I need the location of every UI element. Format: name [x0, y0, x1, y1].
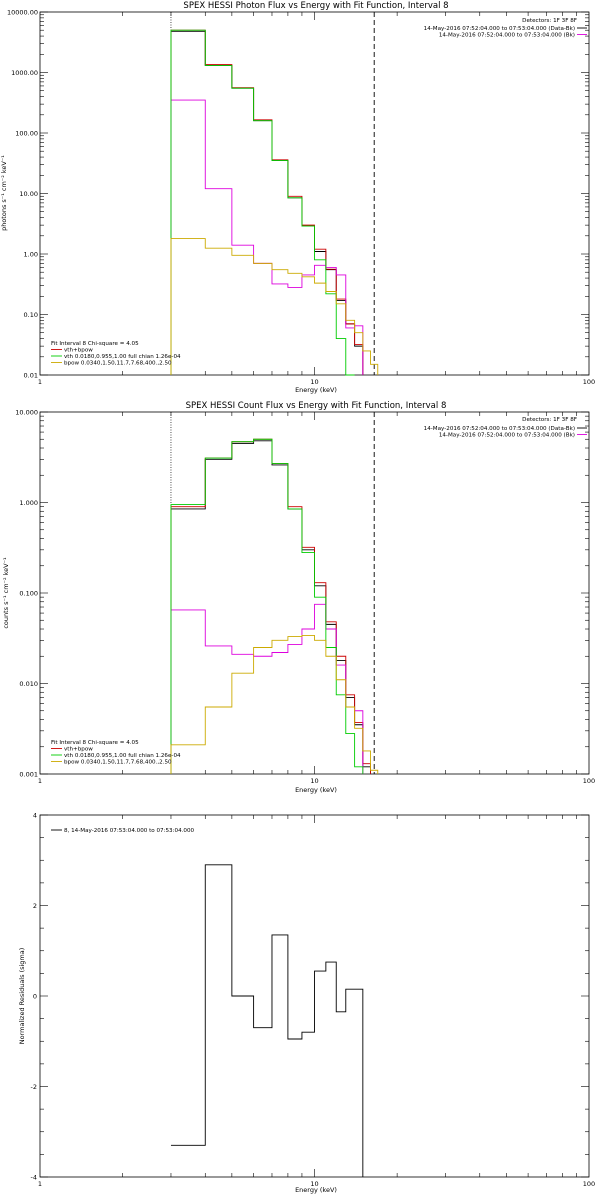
legend-right-entry: 14-May-2016 07:52:04.000 to 07:53:04.000… [439, 33, 575, 39]
y-tick-label: 0.10 [24, 311, 38, 319]
photon-flux-panel: SPEX HESSI Photon Flux vs Energy with Fi… [0, 1, 595, 394]
y-tick-label: 2 [33, 902, 37, 910]
y-tick-label: 1.00 [24, 251, 38, 259]
y-tick-label: 0 [33, 993, 37, 1001]
x-tick-label: 1 [38, 1180, 42, 1188]
series-bk-line [170, 99, 364, 375]
photon-title: SPEX HESSI Photon Flux vs Energy with Fi… [183, 1, 448, 11]
legend-left-entry: bpow 0.0340,1.50,11.7,7.68,400.,2.50 [64, 760, 172, 766]
y-tick-label: 10.000 [15, 409, 38, 417]
count-ylabel: counts s⁻¹ cm⁻² keV⁻¹ [2, 557, 10, 629]
legend-right-entry: 14-May-2016 07:52:04.000 to 07:53:04.000… [424, 426, 575, 432]
legend-left-entry: Fit Interval 8 Chi-square = 4.05 [51, 341, 139, 347]
photon-series [170, 12, 379, 376]
x-tick-label: 10 [310, 777, 318, 785]
x-tick-label: 100 [583, 1180, 595, 1188]
count-legend-left: Fit Interval 8 Chi-square = 4.05vth+bpow… [51, 740, 181, 766]
legend-right-entry: 14-May-2016 07:52:04.000 to 07:53:04.000… [424, 26, 575, 32]
y-tick-label: 4 [33, 812, 37, 820]
count-flux-panel: SPEX HESSI Count Flux vs Energy with Fit… [2, 401, 595, 794]
series-data-line [170, 864, 364, 1177]
count-series [170, 412, 379, 774]
photon-ylabel: photons s⁻¹ cm⁻² keV⁻¹ [0, 155, 8, 231]
y-tick-label: -4 [31, 1174, 37, 1182]
count-legend-right: 14-May-2016 07:52:04.000 to 07:53:04.000… [424, 426, 587, 439]
residuals-ticks: 1 10 100 -4 -2 0 2 4 [31, 812, 596, 1189]
residuals-series [170, 864, 364, 1177]
photon-xlabel: Energy (keV) [295, 386, 337, 394]
y-tick-label: 0.010 [19, 680, 38, 688]
series-vth-line [170, 29, 355, 376]
legend-left-entry: bpow 0.0340,1.50,11.7,7.68,400.,2.50 [64, 361, 172, 367]
y-tick-label: 0.01 [24, 372, 38, 380]
x-tick-label: 1 [38, 777, 42, 785]
legend-left-entry: Fit Interval 8 Chi-square = 4.05 [51, 740, 139, 746]
x-tick-label: 10 [310, 1180, 318, 1188]
y-tick-label: -2 [31, 1083, 37, 1091]
series-data-line [170, 440, 371, 774]
residuals-ylabel: Normalized Residuals (sigma) [18, 948, 26, 1045]
residuals-xlabel: Energy (keV) [295, 1186, 337, 1194]
y-tick-label: 1.000 [19, 499, 38, 507]
y-tick-label: 100.00 [15, 130, 38, 138]
photon-plot-frame [39, 11, 590, 376]
y-tick-label: 10000.00 [7, 9, 38, 17]
y-tick-label: 0.100 [19, 590, 38, 598]
series-bpow-line [170, 238, 379, 375]
residuals-panel: 1 10 100 -4 -2 0 2 4 Energy (keV) Normalized Re… [18, 812, 595, 1195]
legend-left-entry: vth 0.0180,0.955,1.00 full chian 1.26e-0… [64, 354, 181, 360]
count-ticks: 1 10 100 0.001 0.010 0.100 1.000 10.000 [15, 409, 595, 786]
count-title: SPEX HESSI Count Flux vs Energy with Fit… [186, 401, 447, 411]
x-tick-label: 1 [38, 378, 42, 386]
count-detectors: Detectors: 1F 3F 8F [522, 417, 577, 423]
residuals-legend: 8, 14-May-2016 07:53:04.000 to 07:53:04.… [51, 828, 195, 834]
x-tick-label: 10 [310, 378, 318, 386]
photon-detectors: Detectors: 1F 3F 8F [522, 18, 577, 24]
series-bpow-line [170, 634, 379, 774]
series-fit_total-line [170, 29, 364, 375]
x-tick-label: 100 [583, 378, 595, 386]
y-tick-label: 10.00 [19, 190, 38, 198]
legend-left-entry: vth 0.0180,0.955,1.00 full chian 1.26e-0… [64, 753, 181, 759]
y-tick-label: 1000.00 [11, 69, 38, 77]
photon-legend-left: Fit Interval 8 Chi-square = 4.05vth+bpow… [51, 341, 181, 367]
legend-left-entry: vth+bpow [64, 348, 93, 354]
x-tick-label: 100 [583, 777, 595, 785]
series-data-line [170, 30, 364, 375]
legend-left-entry: 8, 14-May-2016 07:53:04.000 to 07:53:04.… [64, 828, 195, 834]
legend-right-entry: 14-May-2016 07:52:04.000 to 07:53:04.000… [439, 433, 575, 439]
series-fit_total-line [170, 438, 371, 774]
series-bk-line [170, 603, 364, 774]
y-tick-label: 0.001 [19, 771, 38, 779]
count-xlabel: Energy (keV) [295, 786, 337, 794]
photon-legend-right: 14-May-2016 07:52:04.000 to 07:53:04.000… [424, 26, 587, 39]
series-vth-line [170, 438, 364, 774]
photon-ticks: 1 10 100 0.01 0.10 1.00 10.00 100.00 1000.00 1000… [7, 9, 595, 387]
legend-left-entry: vth+bpow [64, 747, 93, 753]
